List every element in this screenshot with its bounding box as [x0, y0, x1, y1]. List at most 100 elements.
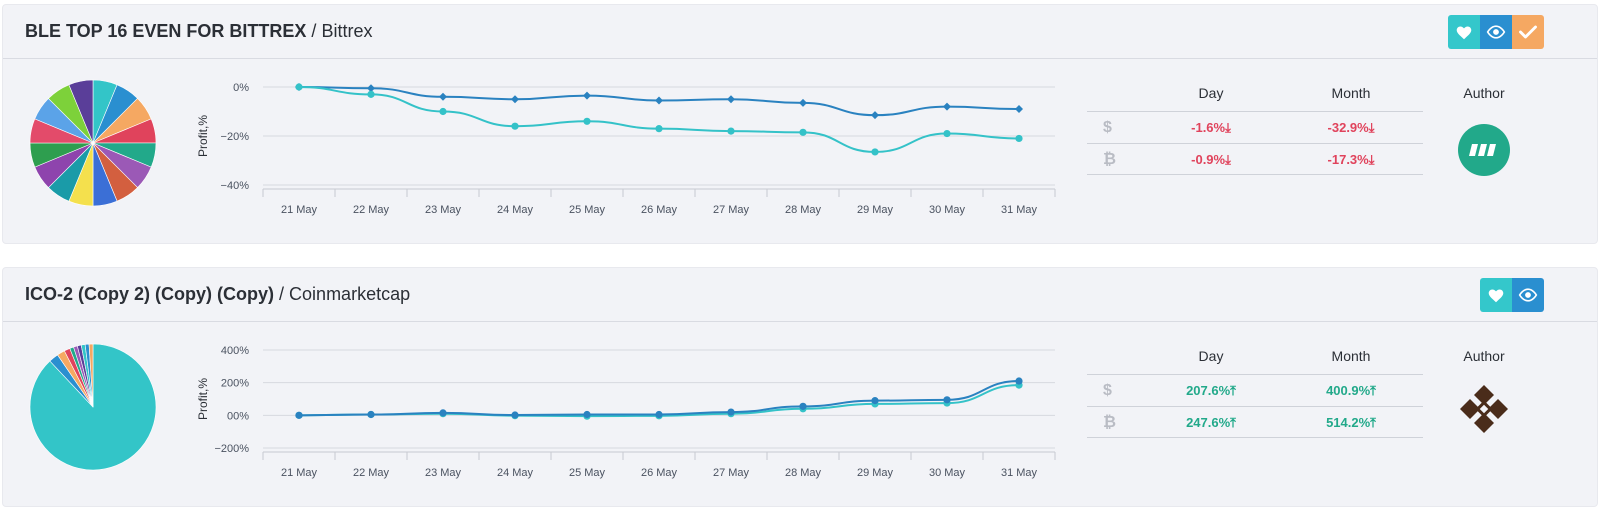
x-tick-label: 27 May: [713, 204, 750, 216]
x-tick-label: 30 May: [929, 204, 966, 216]
x-tick-label: 23 May: [425, 204, 462, 216]
like-button[interactable]: [1480, 278, 1512, 312]
data-point[interactable]: [511, 122, 519, 130]
data-point[interactable]: [1015, 134, 1023, 143]
data-point[interactable]: [583, 117, 591, 125]
eye-icon: [1518, 288, 1538, 302]
x-tick-label: 23 May: [425, 467, 462, 479]
data-point[interactable]: [439, 107, 447, 116]
pie-slice[interactable]: [68, 79, 94, 144]
profit-line-chart: Profit,% 0% −20% −40% 21 May 22 May 23 May 24 M…: [196, 82, 1056, 216]
data-point[interactable]: [943, 102, 951, 111]
data-point[interactable]: [943, 396, 951, 404]
data-point[interactable]: [799, 402, 807, 410]
x-tick-label: 26 May: [641, 467, 678, 479]
data-point[interactable]: [799, 98, 807, 107]
x-tick-label: 22 May: [353, 467, 390, 479]
day-header: Day: [1198, 348, 1224, 364]
strategy-name[interactable]: ICO-2 (Copy 2) (Copy) (Copy): [25, 284, 274, 304]
data-point[interactable]: [727, 408, 735, 416]
title-separator: /: [279, 284, 285, 304]
author-avatar[interactable]: [1458, 383, 1510, 435]
usd-row: $ -1.6%⤓ -32.9%⤓: [1087, 111, 1423, 143]
btc-month-value: -17.3%⤓: [1327, 152, 1375, 167]
y-tick-label: 200%: [221, 378, 249, 390]
data-point[interactable]: [511, 411, 519, 419]
follow-button[interactable]: [1512, 15, 1544, 49]
watch-button[interactable]: [1512, 278, 1544, 312]
exchange-name: Coinmarketcap: [289, 284, 411, 304]
x-tick-label: 28 May: [785, 467, 822, 479]
data-point[interactable]: [727, 95, 735, 104]
usd-day-value: -1.6%⤓: [1191, 120, 1231, 135]
y-tick-label: −200%: [214, 443, 249, 455]
author-avatar-icon: [1458, 383, 1510, 435]
data-point[interactable]: [511, 95, 519, 104]
x-tick-label: 22 May: [353, 204, 390, 216]
dollar-icon: $: [1103, 119, 1112, 136]
data-point[interactable]: [655, 410, 663, 419]
data-point[interactable]: [871, 111, 879, 120]
x-tick-label: 31 May: [1001, 204, 1038, 216]
data-point[interactable]: [583, 91, 591, 100]
y-axis-label: Profit,%: [196, 378, 210, 420]
usd-row: $ 207.6%⤒ 400.9%⤒: [1087, 374, 1423, 406]
data-point[interactable]: [367, 410, 375, 419]
series-line[interactable]: [298, 380, 1020, 417]
x-tick-label: 29 May: [857, 467, 894, 479]
data-point[interactable]: [943, 129, 951, 138]
usd-month-value: 400.9%⤒: [1326, 383, 1376, 398]
day-header: Day: [1198, 85, 1224, 101]
x-tick-label: 24 May: [497, 204, 534, 216]
btc-day-value: -0.9%⤓: [1191, 152, 1231, 167]
profit-line-chart: Profit,% 400% 200% 00% −200% 21 May 22 May 23 M…: [196, 345, 1056, 479]
author-avatar[interactable]: [1458, 124, 1510, 176]
month-header: Month: [1331, 348, 1371, 364]
checkmark-icon: [1519, 25, 1537, 39]
watch-button[interactable]: [1480, 15, 1512, 49]
eye-icon: [1486, 25, 1506, 39]
bitcoin-icon: ₿: [1103, 151, 1117, 168]
data-point[interactable]: [439, 409, 447, 417]
x-tick-label: 30 May: [929, 467, 966, 479]
bitcoin-icon: ₿: [1103, 414, 1117, 431]
x-tick-label: 25 May: [569, 204, 606, 216]
x-tick-label: 31 May: [1001, 467, 1038, 479]
data-point[interactable]: [655, 96, 663, 105]
allocation-pie-chart: [29, 79, 157, 207]
allocation-pie-chart: [29, 343, 157, 471]
data-point[interactable]: [1015, 377, 1023, 385]
data-point[interactable]: [295, 83, 303, 91]
btc-row: ₿ 247.6%⤒ 514.2%⤒: [1087, 406, 1423, 438]
data-point[interactable]: [367, 84, 375, 93]
data-point[interactable]: [655, 125, 663, 133]
card-title[interactable]: BLE TOP 16 EVEN FOR BITTREX / Bittrex: [25, 21, 372, 42]
data-point[interactable]: [1015, 105, 1023, 114]
y-tick-label: −40%: [221, 180, 250, 192]
btc-row: ₿ -0.9%⤓ -17.3%⤓: [1087, 143, 1423, 175]
data-point[interactable]: [367, 90, 375, 98]
heart-icon: [1456, 26, 1472, 40]
strategy-name[interactable]: BLE TOP 16 EVEN FOR BITTREX: [25, 21, 307, 41]
usd-month-value: -32.9%⤓: [1327, 120, 1375, 135]
data-point[interactable]: [871, 397, 879, 405]
card-title[interactable]: ICO-2 (Copy 2) (Copy) (Copy) / Coinmarke…: [25, 284, 410, 305]
y-tick-label: 0%: [233, 82, 249, 94]
x-tick-label: 24 May: [497, 467, 534, 479]
pie-slice[interactable]: [88, 343, 94, 408]
x-tick-label: 26 May: [641, 204, 678, 216]
like-button[interactable]: [1448, 15, 1480, 49]
data-point[interactable]: [799, 128, 807, 136]
data-point[interactable]: [727, 127, 735, 135]
strategy-card-ico-2: ICO-2 (Copy 2) (Copy) (Copy) / Coinmarke…: [2, 267, 1598, 507]
card-header: ICO-2 (Copy 2) (Copy) (Copy) / Coinmarke…: [3, 268, 1597, 322]
exchange-name: Bittrex: [321, 21, 373, 41]
strategy-card-ble-top-16: BLE TOP 16 EVEN FOR BITTREX / Bittrex Pr…: [2, 4, 1598, 244]
data-point[interactable]: [583, 410, 591, 419]
data-point[interactable]: [439, 92, 447, 101]
card-header: BLE TOP 16 EVEN FOR BITTREX / Bittrex: [3, 5, 1597, 59]
data-point[interactable]: [295, 411, 303, 419]
title-separator: /: [311, 21, 317, 41]
data-point[interactable]: [871, 148, 879, 156]
author-header: Author: [1463, 85, 1505, 101]
